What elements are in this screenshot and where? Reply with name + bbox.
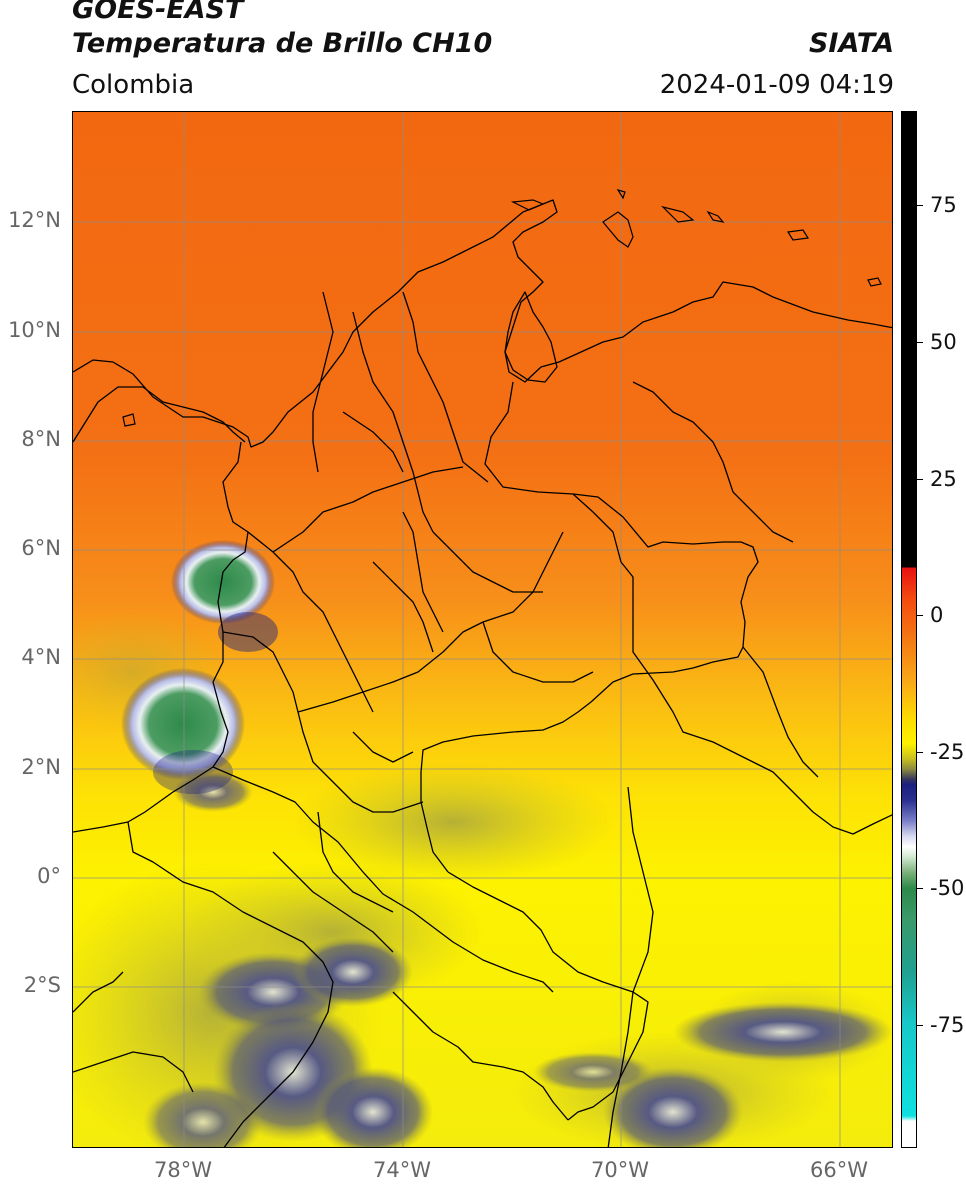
lon-label-70w: 70°W — [591, 1158, 649, 1182]
cloud-layer — [73, 612, 892, 1147]
borders — [73, 199, 892, 1147]
colorbar-label-neg50: -50 — [930, 876, 965, 900]
lat-label-0: 0° — [37, 864, 61, 888]
timestamp-label: 2024-01-09 04:19 — [659, 70, 894, 100]
colorbar-label-25: 25 — [930, 467, 957, 491]
lat-label-12n: 12°N — [8, 208, 61, 232]
region-label: Colombia — [72, 70, 195, 100]
lat-label-8n: 8°N — [21, 427, 61, 451]
brand-label: SIATA — [808, 28, 894, 59]
colorbar-label-neg75: -75 — [930, 1013, 965, 1037]
satellite-title: GOES-EAST — [72, 0, 244, 25]
colorbar-label-0: 0 — [930, 603, 944, 627]
storm-cells — [121, 540, 278, 794]
lat-label-2s: 2°S — [23, 973, 61, 997]
lat-label-6n: 6°N — [21, 536, 61, 560]
colorbar-label-neg25: -25 — [930, 740, 965, 764]
product-title: Temperatura de Brillo CH10 — [72, 28, 493, 59]
colorbar-label-50: 50 — [930, 330, 957, 354]
lat-label-10n: 10°N — [8, 318, 61, 342]
graticule — [73, 112, 892, 1147]
lat-label-2n: 2°N — [21, 755, 61, 779]
satellite-map[interactable] — [72, 111, 893, 1148]
temperature-colorbar — [901, 111, 917, 1148]
islands — [122, 188, 882, 427]
colorbar-label-75: 75 — [930, 193, 957, 217]
lat-label-4n: 4°N — [21, 645, 61, 669]
lon-label-78w: 78°W — [154, 1158, 212, 1182]
lon-label-66w: 66°W — [810, 1158, 868, 1182]
lon-label-74w: 74°W — [373, 1158, 431, 1182]
